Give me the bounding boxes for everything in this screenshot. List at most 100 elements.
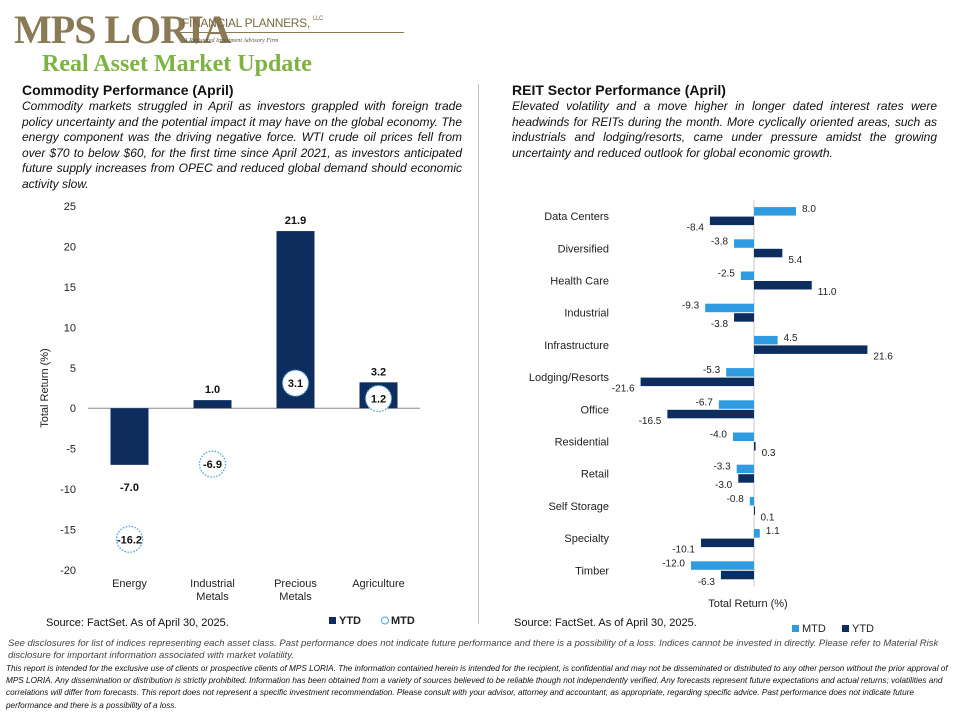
mtd-bar	[691, 561, 754, 570]
legend-ytd-swatch	[329, 617, 336, 624]
y-category-label: Lodging/Resorts	[529, 372, 610, 384]
mtd-data-label: 3.1	[288, 378, 303, 390]
mtd-data-label: -2.5	[718, 269, 736, 280]
mtd-bar	[749, 496, 754, 506]
mtd-bar	[754, 207, 796, 216]
y-tick-label: 10	[64, 322, 76, 334]
ytd-bar	[754, 345, 868, 354]
ytd-bar	[734, 313, 754, 322]
mtd-data-label: -9.3	[682, 301, 700, 312]
legend-mtd-label: MTD	[802, 623, 826, 635]
ytd-bar	[640, 377, 754, 387]
y-tick-label: -5	[66, 444, 76, 456]
commodity-source-note: Source: FactSet. As of April 30, 2025.	[46, 617, 229, 629]
disclosure-short: See disclosures for list of indices repr…	[8, 638, 939, 661]
x-category-label: Energy	[112, 578, 147, 590]
mtd-marker	[115, 525, 144, 553]
commodity-performance-chart: 25 20 15 10 5 0 -5 -10 -15 -20 Total Return (%) -7.…	[39, 201, 420, 627]
mtd-data-label: 1.2	[371, 394, 386, 406]
mtd-data-label: -6.7	[696, 397, 714, 408]
ytd-bar	[754, 281, 812, 290]
ytd-bar	[700, 538, 754, 548]
reit-section-title: REIT Sector Performance (April)	[512, 82, 726, 98]
mtd-marker	[198, 450, 227, 478]
legend-ytd-label: YTD	[852, 623, 874, 635]
ytd-bar	[720, 570, 754, 580]
y-category-label: Office	[580, 404, 609, 416]
ytd-data-label: -6.3	[698, 577, 716, 588]
y-tick-label: 0	[70, 403, 76, 415]
y-category-label: Residential	[555, 437, 609, 449]
x-category-label: Metals	[196, 591, 229, 603]
legend-ytd-label: YTD	[339, 615, 361, 627]
y-category-label: Infrastructure	[544, 340, 609, 352]
x-category-label: Industrial	[190, 578, 235, 590]
ytd-data-label: 0.1	[761, 512, 775, 523]
disclosure-long: This report is intended for the exclusiv…	[6, 664, 948, 710]
y-tick-label: 5	[70, 363, 76, 375]
ytd-data-label: 5.4	[788, 255, 802, 266]
section-divider	[478, 84, 479, 624]
mtd-data-label: -5.3	[703, 365, 721, 376]
logo-tagline: A Registered Investment Advisory Firm	[184, 38, 279, 44]
mtd-data-label: 1.1	[766, 526, 780, 537]
ytd-bar	[709, 216, 754, 226]
y-tick-label: -10	[60, 484, 76, 496]
page-title: Real Asset Market Update	[42, 51, 312, 77]
commodity-section-title: Commodity Performance (April)	[22, 82, 234, 98]
legend-mtd-swatch	[381, 616, 389, 625]
mtd-bar	[754, 529, 760, 538]
reit-source-note: Source: FactSet. As of April 30, 2025.	[514, 617, 697, 629]
mtd-data-label: 4.5	[784, 333, 798, 344]
mtd-data-label: -6.9	[203, 459, 222, 471]
mtd-data-label: -3.8	[711, 236, 729, 247]
reit-section-text: Elevated volatility and a move higher in…	[512, 99, 937, 160]
ytd-data-label: -3.8	[711, 319, 729, 330]
mtd-bar	[740, 271, 754, 280]
y-category-label: Timber	[575, 565, 609, 577]
mtd-bar	[718, 400, 754, 409]
ytd-bar	[754, 248, 783, 258]
ytd-bar	[193, 400, 232, 409]
ytd-data-label: -3.0	[715, 480, 733, 491]
ytd-data-label: 0.3	[762, 448, 776, 459]
y-category-label: Industrial	[564, 308, 609, 320]
mtd-bar	[733, 432, 754, 441]
mtd-bar	[734, 239, 754, 248]
ytd-data-label: -7.0	[120, 482, 139, 494]
logo-subtitle: FINANCIAL PLANNERS, LLC	[182, 16, 324, 30]
ytd-bar	[754, 442, 756, 451]
ytd-bar	[738, 474, 754, 483]
mtd-marker	[364, 384, 393, 413]
mtd-bar	[705, 303, 754, 313]
ytd-data-label: -10.1	[672, 545, 695, 556]
x-axis-title: Total Return (%)	[708, 598, 787, 610]
legend-mtd-label: MTD	[391, 615, 415, 627]
mtd-data-label: -0.8	[727, 494, 745, 505]
mtd-data-label: -3.3	[713, 462, 731, 473]
mtd-bar	[726, 368, 754, 377]
mtd-bar	[754, 335, 778, 345]
x-category-label: Agriculture	[352, 578, 405, 590]
legend-mtd-swatch	[792, 625, 799, 632]
ytd-bar	[110, 408, 149, 465]
ytd-data-label: 21.6	[873, 351, 893, 362]
logo-wordmark: MPS LORIA	[14, 7, 232, 52]
y-category-label: Self Storage	[548, 501, 609, 513]
logo-rule	[180, 32, 404, 33]
mtd-data-label: -4.0	[710, 430, 728, 441]
ytd-bar	[667, 409, 754, 419]
mtd-data-label: -12.0	[662, 558, 685, 569]
x-category-label: Precious	[274, 578, 317, 590]
y-axis-title: Total Return (%)	[39, 348, 51, 427]
y-tick-label: 20	[64, 241, 76, 253]
y-category-label: Data Centers	[544, 211, 609, 223]
ytd-data-label: 3.2	[371, 366, 386, 378]
ytd-data-label: -8.4	[687, 223, 705, 234]
ytd-data-label: -16.5	[639, 416, 662, 427]
x-category-label: Metals	[279, 591, 312, 603]
y-tick-label: 25	[64, 201, 76, 213]
ytd-data-label: 21.9	[285, 215, 306, 227]
mtd-data-label: 8.0	[802, 204, 816, 215]
y-tick-label: -15	[60, 525, 76, 537]
